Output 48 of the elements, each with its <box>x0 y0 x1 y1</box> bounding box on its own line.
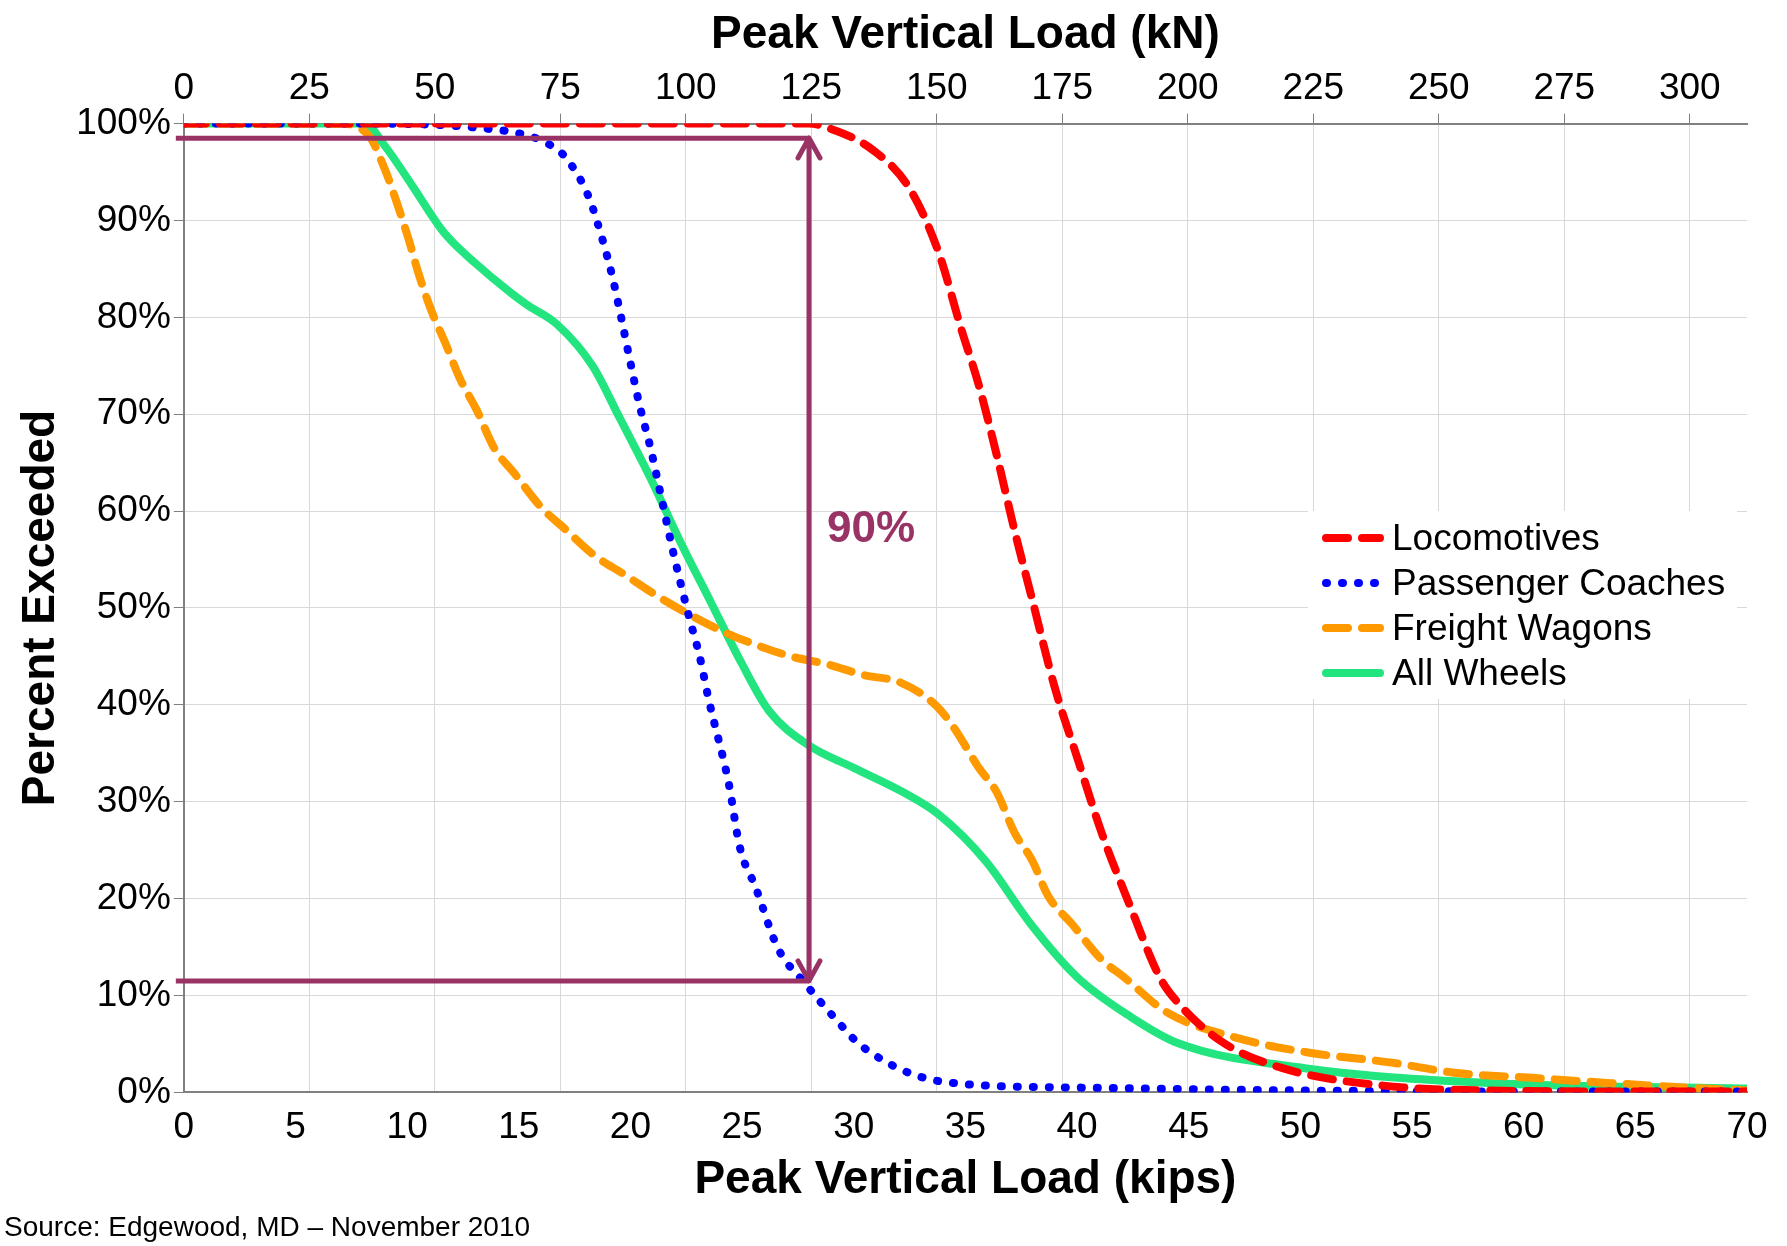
y-tick-label: 80% <box>96 294 171 336</box>
x2-tick-label: 150 <box>905 65 968 107</box>
x-tick-label: 30 <box>833 1104 875 1146</box>
x-tick-label: 60 <box>1503 1104 1545 1146</box>
x2-tick-label: 100 <box>654 65 717 107</box>
x2-tick-label: 125 <box>780 65 843 107</box>
x-tick-label: 20 <box>609 1104 652 1146</box>
x-tick-label: 70 <box>1726 1104 1768 1146</box>
annotation: 90% <box>827 501 916 551</box>
x2-tick-label: 300 <box>1658 65 1721 107</box>
x-tick-label: 45 <box>1168 1104 1210 1146</box>
x2-tick-label: 250 <box>1407 65 1470 107</box>
x-tick-label: 0 <box>173 1104 195 1146</box>
y-tick-label: 0% <box>117 1069 171 1111</box>
x2-tick-label: 50 <box>414 65 456 107</box>
legend-label: All Wheels <box>1392 651 1567 696</box>
x2-tick-label: 175 <box>1031 65 1094 107</box>
x2-tick-label: 225 <box>1282 65 1345 107</box>
x-tick-label: 65 <box>1614 1104 1656 1146</box>
x-tick-label: 10 <box>386 1104 428 1146</box>
x2-tick-label: 275 <box>1533 65 1596 107</box>
y-tick-label: 40% <box>96 682 171 724</box>
x-tick-label: 50 <box>1279 1104 1321 1146</box>
x2-tick-label: 200 <box>1156 65 1219 107</box>
y-tick-label: 100% <box>76 100 171 142</box>
legend-label: Locomotives <box>1392 516 1600 561</box>
x-tick-label: 15 <box>498 1104 540 1146</box>
y-axis-title: Percent Exceeded <box>12 409 65 807</box>
x-tick-label: 25 <box>721 1104 763 1146</box>
source-note: Source: Edgewood, MD – November 2010 <box>4 1210 531 1242</box>
y-tick-label: 60% <box>96 488 171 530</box>
x-tick-label: 40 <box>1056 1104 1098 1146</box>
x2-tick-label: 25 <box>288 65 330 107</box>
x-tick-label: 35 <box>944 1104 986 1146</box>
legend-label: Passenger Coaches <box>1392 561 1726 606</box>
x2-tick-label: 75 <box>539 65 581 107</box>
y-tick-label: 70% <box>96 391 171 433</box>
y-tick-label: 20% <box>96 875 171 917</box>
y-tick-label: 50% <box>96 585 171 627</box>
x2-tick-label: 0 <box>173 65 195 107</box>
y-tick-label: 30% <box>96 778 171 820</box>
y-tick-label: 10% <box>96 972 171 1014</box>
legend-label: Freight Wagons <box>1392 606 1652 651</box>
x-tick-label: 5 <box>285 1104 306 1146</box>
y-tick-label: 90% <box>96 197 171 239</box>
x-axis-title: Peak Vertical Load (kips) <box>694 1151 1237 1204</box>
x-tick-label: 55 <box>1391 1104 1433 1146</box>
x2-axis-title: Peak Vertical Load (kN) <box>711 6 1220 59</box>
